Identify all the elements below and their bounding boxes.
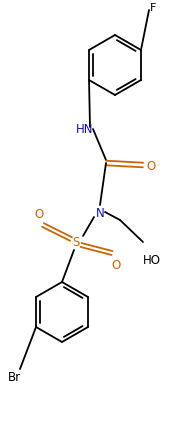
Text: N: N: [96, 206, 104, 219]
Text: S: S: [72, 236, 80, 249]
Text: O: O: [34, 208, 44, 221]
Text: O: O: [146, 159, 155, 172]
Text: Br: Br: [8, 371, 21, 384]
Text: HO: HO: [143, 254, 161, 267]
Text: HN: HN: [76, 122, 94, 135]
Text: F: F: [150, 3, 156, 13]
Text: O: O: [111, 258, 121, 271]
